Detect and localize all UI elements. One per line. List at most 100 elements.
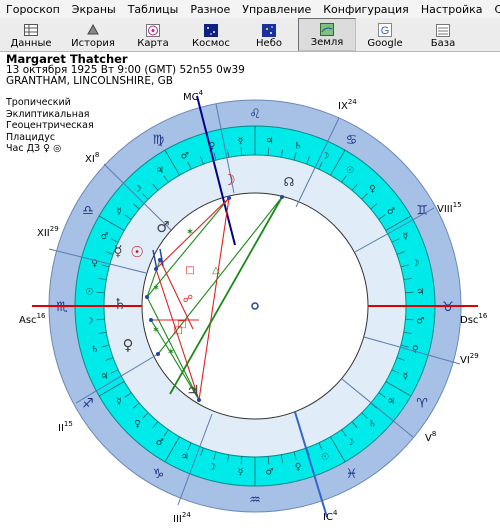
- database-icon: [435, 23, 451, 37]
- dial-tick: [98, 215, 125, 231]
- decan-glyph: ☉: [86, 288, 94, 298]
- dial-tick: [293, 152, 297, 161]
- dial-tick: [267, 147, 270, 156]
- menu-screens[interactable]: Экраны: [71, 2, 116, 16]
- toolbar-chart-button[interactable]: Карта: [124, 18, 182, 51]
- menu-misc[interactable]: Разное: [190, 2, 231, 16]
- dial-tick: [226, 454, 230, 463]
- decan-glyph: ♃: [156, 166, 164, 176]
- dial-tick: [318, 442, 323, 451]
- svg-text:□: □: [185, 265, 194, 276]
- zodiac-type: Тропический: [6, 97, 71, 108]
- zodiac-sign-glyph: ♎: [82, 204, 94, 219]
- dial-tick: [267, 456, 270, 465]
- decan-glyph: ☿: [116, 397, 122, 407]
- dial-tick: [341, 429, 347, 437]
- menu-tables[interactable]: Таблицы: [127, 2, 179, 16]
- menu-horoscope[interactable]: Гороскоп: [6, 2, 60, 16]
- menu-control[interactable]: Управление: [242, 2, 312, 16]
- chart-wheel-icon: [145, 23, 161, 37]
- toolbar-google-button[interactable]: G Google: [367, 23, 403, 49]
- svg-text:✶: ✶: [167, 347, 175, 358]
- dial-tick: [110, 238, 119, 243]
- decan-glyph: ☽: [86, 317, 94, 327]
- dial-tick: [163, 175, 169, 183]
- toolbar-database-button[interactable]: База: [414, 18, 472, 51]
- dial-tick: [351, 183, 358, 191]
- decan-glyph: ♂: [156, 438, 164, 448]
- mercury-icon: ☿: [113, 242, 122, 260]
- google-icon: G: [377, 23, 393, 37]
- sun-icon: ☉: [130, 243, 143, 261]
- center-point: [251, 302, 259, 310]
- house-xi-label: XI8: [85, 151, 99, 165]
- dial-tick: [98, 381, 125, 397]
- dial-tick: [341, 175, 347, 183]
- decan-glyph: ♀: [412, 345, 419, 355]
- dial-tick: [213, 451, 217, 460]
- menu-help[interactable]: Справка: [494, 2, 500, 16]
- house-iii-label: III24: [173, 511, 191, 525]
- svg-text:✶: ✶: [152, 325, 160, 336]
- saturn-circle-icon: ◎: [53, 143, 62, 154]
- zodiac-sign-glyph: ♌: [249, 107, 261, 122]
- venus-icon: ♀: [43, 143, 51, 154]
- dial-tick: [96, 318, 105, 321]
- dial-tick: [96, 291, 105, 294]
- toolbar-history-button[interactable]: История: [62, 18, 124, 51]
- dial-tick: [396, 357, 405, 361]
- dial-tick: [400, 344, 409, 348]
- decan-glyph: ♀: [209, 142, 216, 152]
- dial-tick: [132, 402, 140, 409]
- decan-glyph: ☽: [411, 259, 419, 269]
- decan-glyph: ☿: [116, 207, 122, 217]
- moon-icon: ☽: [222, 171, 235, 189]
- menu-settings[interactable]: Настройка: [420, 2, 483, 16]
- dial-tick: [164, 436, 180, 463]
- menu-configuration[interactable]: Конфигурация: [323, 2, 409, 16]
- decan-glyph: ♂: [181, 152, 189, 162]
- dial-tick: [200, 447, 204, 456]
- decan-glyph: ♃: [101, 372, 109, 382]
- ic-axis: [294, 411, 328, 518]
- toolbar: Данные История Карта Космос Небо Земля G: [0, 18, 500, 52]
- dial-tick: [330, 149, 346, 176]
- house-ix-label: IX24: [338, 98, 357, 112]
- house-vi-label: VI29: [460, 352, 479, 366]
- node-icon: ☊: [284, 175, 295, 189]
- hour-ruler: Час ДЗ ♀ ◎: [6, 143, 62, 154]
- birth-place: GRANTHAM, LINCOLNSHIRE, GB: [6, 75, 173, 87]
- person-name: Margaret Thatcher: [6, 52, 128, 66]
- zodiac-sign-glyph: ♒: [249, 493, 261, 508]
- earth-icon: [319, 22, 335, 36]
- dial-tick: [152, 421, 159, 429]
- toolbar-cosmos-button[interactable]: Космос: [182, 18, 240, 51]
- dial-tick: [306, 156, 310, 165]
- decan-glyph: ♄: [294, 142, 302, 152]
- zodiac-sign-glyph: ♉: [442, 300, 454, 315]
- decan-glyph: ☿: [238, 467, 244, 477]
- decan-glyph: ♄: [91, 345, 99, 355]
- dial-tick: [405, 318, 414, 321]
- birth-datetime: 13 октября 1925 Вт 9:00 (GMT) 52n55 0w39: [6, 64, 245, 76]
- decan-glyph: ♂: [101, 232, 109, 242]
- decan-glyph: ☿: [238, 137, 244, 147]
- decan-glyph: ☽: [208, 462, 216, 472]
- aspect-symbols: ✶ ✶ ✶ ✶ △ □ □ □ ☍: [152, 227, 220, 358]
- dial-tick: [105, 357, 114, 361]
- toolbar-sky-button[interactable]: Небо: [240, 18, 298, 51]
- svg-text:□: □: [177, 319, 186, 330]
- dial-tick: [403, 277, 412, 281]
- svg-text:□: □: [173, 325, 182, 336]
- toolbar-earth-button[interactable]: Земля: [298, 18, 356, 51]
- dial-tick: [101, 344, 110, 348]
- dial-tick: [330, 436, 346, 463]
- asc-label: Asc16: [19, 312, 46, 326]
- decan-glyph: ♀: [134, 419, 141, 429]
- decan-glyph: ☿: [403, 372, 409, 382]
- dial-tick: [142, 412, 149, 419]
- toolbar-data-button[interactable]: Данные: [0, 18, 62, 51]
- sky-icon: [261, 23, 277, 37]
- dial-tick: [391, 238, 400, 243]
